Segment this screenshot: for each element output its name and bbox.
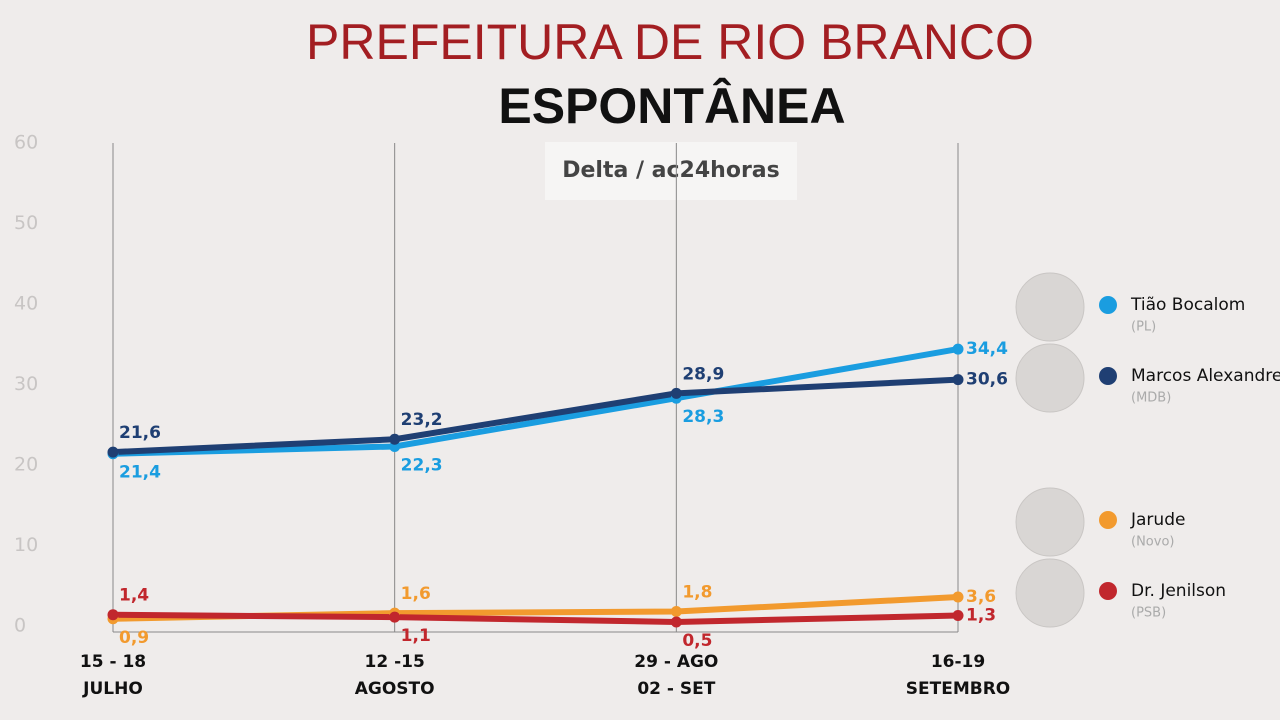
y-tick-label: 60: [14, 132, 38, 154]
value-label: 1,3: [966, 606, 996, 626]
y-tick-label: 10: [14, 534, 38, 556]
x-tick-label: 15 - 18: [80, 652, 146, 672]
candidate-photo: [1015, 272, 1085, 342]
legend-marker: [1099, 367, 1117, 385]
candidate-photo: [1015, 558, 1085, 628]
legend-party: (PSB): [1131, 606, 1166, 621]
x-tick-label: 29 - AGO: [634, 652, 718, 672]
legend-marker: [1099, 511, 1117, 529]
y-tick-label: 40: [14, 293, 38, 315]
y-tick-label: 0: [14, 615, 26, 637]
data-point: [107, 446, 119, 458]
candidate-photo: [1015, 343, 1085, 413]
value-label: 28,9: [682, 364, 724, 384]
series-line: [112, 346, 959, 457]
chart-subtitle: ESPONTÂNEA: [498, 78, 845, 134]
legend-party: (MDB): [1131, 391, 1171, 406]
chart-title: PREFEITURA DE RIO BRANCO: [306, 14, 1034, 70]
value-label: 1,1: [401, 626, 431, 646]
value-label: 34,4: [966, 339, 1008, 359]
value-label: 21,4: [119, 463, 161, 483]
legend-party: (PL): [1131, 320, 1156, 335]
data-point: [952, 610, 964, 622]
data-point: [389, 433, 401, 445]
data-point: [952, 591, 964, 603]
data-point: [670, 387, 682, 399]
y-tick-label: 30: [14, 373, 38, 395]
value-label: 1,4: [119, 586, 149, 606]
data-point: [107, 609, 119, 621]
source-box: [545, 142, 797, 200]
value-label: 0,5: [682, 631, 712, 651]
value-label: 1,8: [682, 583, 712, 603]
legend-name: Dr. Jenilson: [1131, 581, 1226, 601]
data-point: [389, 611, 401, 623]
source: Delta / ac24horas: [562, 158, 780, 183]
value-label: 0,9: [119, 628, 149, 648]
y-tick-label: 20: [14, 454, 38, 476]
legend-name: Jarude: [1130, 510, 1185, 530]
legend-marker: [1099, 582, 1117, 600]
x-tick-label: 02 - SET: [637, 679, 715, 699]
legend-name: Tião Bocalom: [1130, 295, 1245, 315]
candidate-photo: [1015, 487, 1085, 557]
x-tick-label: JULHO: [82, 679, 143, 699]
data-point: [670, 616, 682, 628]
x-tick-label: AGOSTO: [355, 679, 435, 699]
legend-party: (Novo): [1131, 535, 1174, 550]
x-tick-label: 12 -15: [365, 652, 425, 672]
x-tick-label: SETEMBRO: [906, 679, 1010, 699]
series-line: [112, 611, 959, 625]
value-label: 1,6: [401, 584, 431, 604]
legend-marker: [1099, 296, 1117, 314]
legend-name: Marcos Alexandre: [1131, 366, 1280, 386]
data-point: [952, 374, 964, 386]
value-label: 3,6: [966, 587, 996, 607]
y-tick-label: 50: [14, 212, 38, 234]
value-label: 21,6: [119, 423, 161, 443]
data-point: [670, 606, 682, 618]
x-tick-label: 16-19: [931, 652, 985, 672]
value-label: 30,6: [966, 370, 1008, 390]
value-label: 28,3: [682, 407, 724, 427]
value-label: 23,2: [401, 410, 443, 430]
series-line: [112, 376, 959, 456]
value-label: 22,3: [401, 455, 443, 475]
data-point: [952, 343, 964, 355]
